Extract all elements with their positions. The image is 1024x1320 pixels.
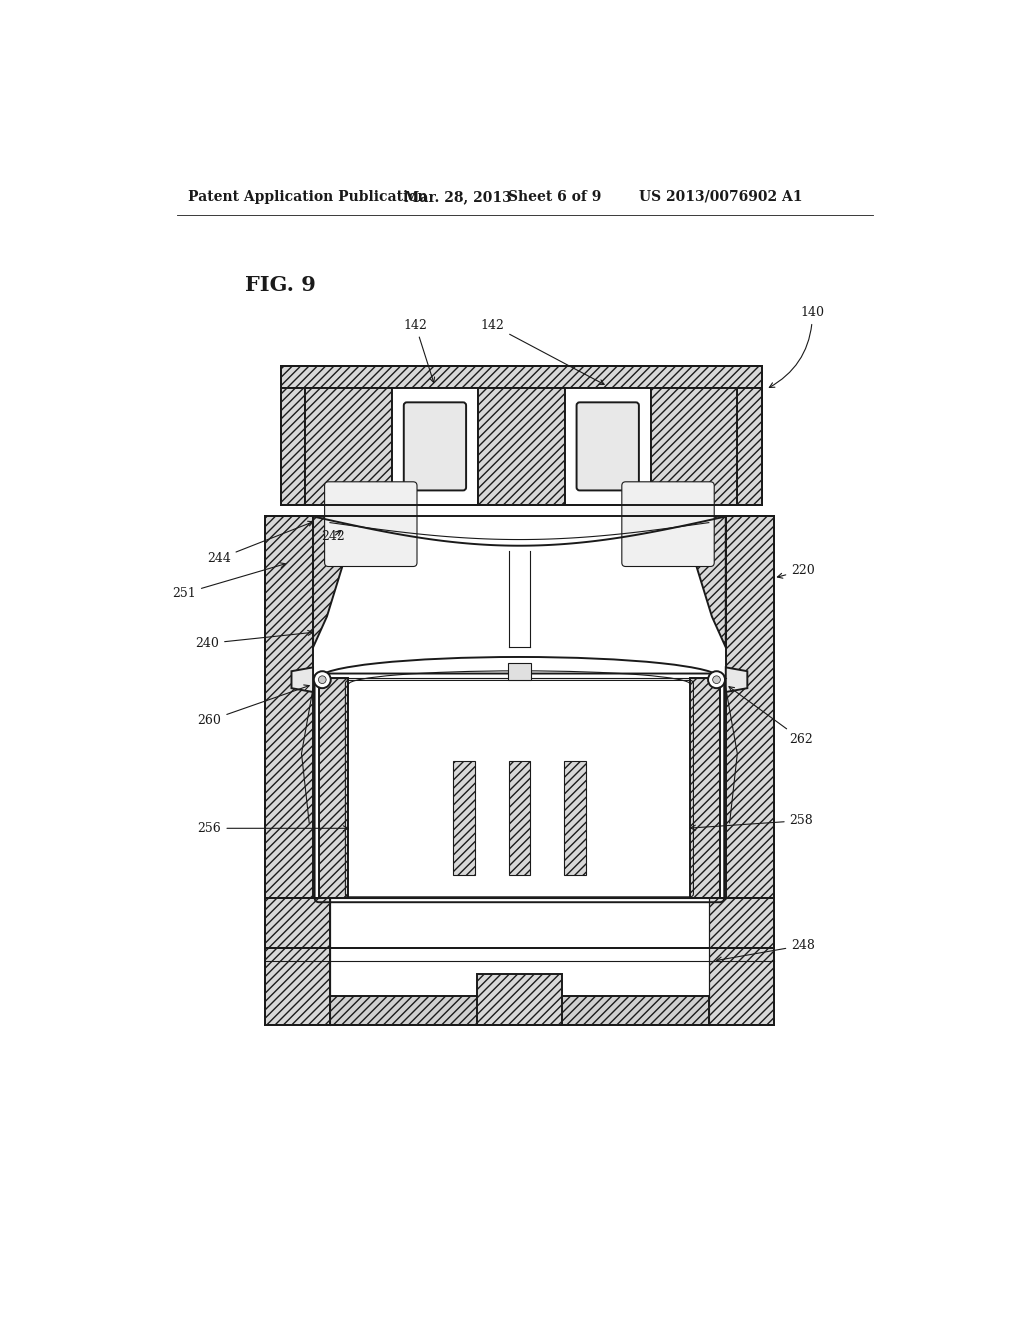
Bar (564, 388, 651, 506)
Text: 140: 140 (769, 306, 824, 388)
Bar (265, 898, 330, 1024)
Text: Patent Application Publication: Patent Application Publication (188, 190, 428, 203)
Bar (281, 367, 762, 388)
Text: 251: 251 (172, 562, 286, 601)
Circle shape (318, 676, 326, 684)
Bar (392, 388, 478, 506)
Bar (305, 388, 392, 506)
Circle shape (313, 671, 331, 688)
Text: 248: 248 (717, 939, 815, 962)
Text: 240: 240 (196, 631, 313, 649)
Text: 142: 142 (403, 318, 434, 383)
Bar (330, 997, 709, 1024)
Text: 256: 256 (198, 822, 348, 834)
FancyBboxPatch shape (622, 482, 714, 566)
Text: 260: 260 (198, 685, 309, 727)
Bar (726, 516, 773, 948)
Text: Sheet 6 of 9: Sheet 6 of 9 (508, 190, 601, 203)
Bar (508, 663, 531, 680)
Bar (509, 760, 530, 875)
Bar (477, 974, 562, 1024)
Bar (737, 388, 762, 506)
Bar (330, 898, 709, 997)
Bar (265, 516, 313, 948)
Text: 258: 258 (690, 814, 813, 830)
Bar (454, 760, 475, 875)
Polygon shape (681, 516, 726, 647)
Bar (281, 367, 762, 506)
FancyBboxPatch shape (403, 403, 466, 491)
Circle shape (713, 676, 720, 684)
Bar (348, 678, 690, 898)
Bar (709, 898, 773, 1024)
Text: Mar. 28, 2013: Mar. 28, 2013 (403, 190, 512, 203)
Polygon shape (726, 668, 748, 692)
Text: 242: 242 (322, 531, 345, 544)
Polygon shape (292, 668, 313, 692)
FancyBboxPatch shape (577, 403, 639, 491)
Polygon shape (313, 516, 357, 647)
Text: 244: 244 (207, 521, 313, 565)
Bar (265, 898, 773, 1024)
Text: 262: 262 (729, 686, 813, 746)
FancyBboxPatch shape (325, 482, 417, 566)
Bar (281, 388, 305, 506)
Bar (651, 388, 737, 506)
Bar (313, 516, 726, 678)
Bar (265, 516, 773, 948)
Bar (319, 678, 348, 898)
Text: FIG. 9: FIG. 9 (245, 276, 315, 296)
Text: US 2013/0076902 A1: US 2013/0076902 A1 (639, 190, 802, 203)
Circle shape (708, 671, 725, 688)
Bar (690, 678, 720, 898)
Text: 142: 142 (480, 318, 604, 384)
Bar (478, 388, 564, 506)
Bar (564, 760, 586, 875)
Text: 220: 220 (777, 564, 815, 578)
